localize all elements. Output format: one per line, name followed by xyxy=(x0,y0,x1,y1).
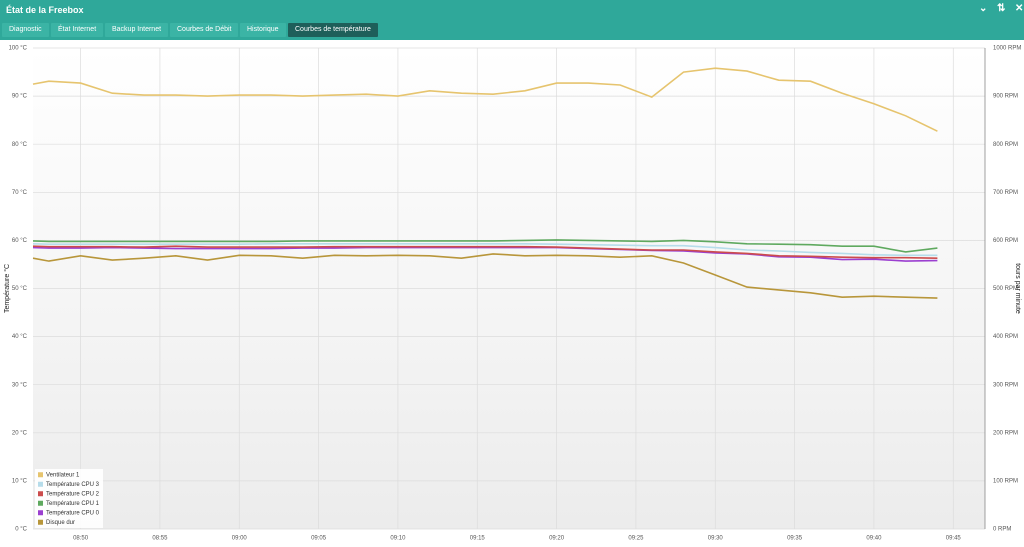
legend-swatch xyxy=(38,472,43,478)
x-tick-label: 08:50 xyxy=(73,536,89,542)
legend-swatch xyxy=(38,491,43,497)
y-tick-label: 20 °C xyxy=(12,430,28,436)
y2-tick-label: 900 RPM xyxy=(993,94,1018,100)
series-line xyxy=(32,243,938,257)
legend-label: Température CPU 0 xyxy=(46,510,100,516)
legend-label: Température CPU 3 xyxy=(46,482,100,488)
x-tick-label: 09:45 xyxy=(946,536,962,542)
legend-swatch xyxy=(38,519,43,525)
y-axis-title: Température °C xyxy=(3,264,11,313)
y2-tick-label: 1000 RPM xyxy=(993,46,1021,52)
tab[interactable]: Diagnostic xyxy=(2,23,49,37)
y2-tick-label: 300 RPM xyxy=(993,382,1018,388)
series-line xyxy=(32,246,938,262)
legend-swatch xyxy=(38,481,43,487)
legend-label: Température CPU 1 xyxy=(46,501,100,507)
x-tick-label: 09:05 xyxy=(311,536,327,542)
legend-label: Disque dur xyxy=(46,520,75,526)
series-line xyxy=(32,253,938,299)
tab[interactable]: Courbes de température xyxy=(288,23,378,37)
legend-swatch xyxy=(38,500,43,506)
y-tick-label: 0 °C xyxy=(15,527,27,533)
tab[interactable]: Historique xyxy=(240,23,286,37)
y-tick-label: 100 °C xyxy=(9,46,28,52)
minimize-button[interactable]: ⌄ xyxy=(979,3,988,14)
x-tick-label: 09:40 xyxy=(866,536,882,542)
tab[interactable]: Backup Internet xyxy=(105,23,169,37)
y-tick-label: 60 °C xyxy=(12,238,28,244)
x-tick-label: 08:55 xyxy=(152,536,168,542)
tab[interactable]: État Internet xyxy=(51,23,104,37)
y2-tick-label: 400 RPM xyxy=(993,334,1018,340)
y-tick-label: 50 °C xyxy=(12,286,28,292)
window-title: État de la Freebox xyxy=(6,5,84,15)
x-tick-label: 09:20 xyxy=(549,536,565,542)
legend-label: Ventilateur 1 xyxy=(46,472,80,478)
tab[interactable]: Courbes de Débit xyxy=(170,23,239,37)
legend-swatch xyxy=(38,510,43,516)
x-tick-label: 09:10 xyxy=(390,536,406,542)
y2-tick-label: 600 RPM xyxy=(993,238,1018,244)
x-tick-label: 09:25 xyxy=(628,536,644,542)
y-tick-label: 70 °C xyxy=(12,190,28,196)
y2-tick-label: 100 RPM xyxy=(993,478,1018,484)
y2-tick-label: 0 RPM xyxy=(993,527,1011,533)
x-tick-label: 09:00 xyxy=(232,536,248,542)
close-button[interactable]: ✕ xyxy=(1015,3,1024,14)
y-tick-label: 80 °C xyxy=(12,142,28,148)
y-tick-label: 10 °C xyxy=(12,478,28,484)
y-tick-label: 40 °C xyxy=(12,334,28,340)
y2-axis-title: tours par minute xyxy=(1014,263,1021,314)
y-tick-label: 90 °C xyxy=(12,94,28,100)
title-bar: État de la Freebox ⌄ ⇅ ✕ xyxy=(0,0,1024,20)
legend-label: Température CPU 2 xyxy=(46,491,100,497)
y2-tick-label: 500 RPM xyxy=(993,286,1018,292)
tab-bar: Diagnostic État Internet Backup Internet Co… xyxy=(0,20,1024,40)
maximize-button[interactable]: ⇅ xyxy=(997,3,1006,14)
y2-tick-label: 700 RPM xyxy=(993,190,1018,196)
legend-box xyxy=(35,469,103,528)
x-tick-label: 09:15 xyxy=(470,536,486,542)
series-line xyxy=(32,239,938,253)
x-tick-label: 09:30 xyxy=(708,536,724,542)
y2-tick-label: 200 RPM xyxy=(993,430,1018,436)
chart: 0 °C 10 °C 20 °C 30 °C 40 °C 50 °C 60 °C 70 °C 8… xyxy=(3,46,1022,542)
series-line xyxy=(32,245,938,259)
x-tick-label: 09:35 xyxy=(787,536,803,542)
y2-tick-label: 800 RPM xyxy=(993,142,1018,148)
y-tick-label: 30 °C xyxy=(12,382,28,388)
series-line xyxy=(32,67,938,132)
